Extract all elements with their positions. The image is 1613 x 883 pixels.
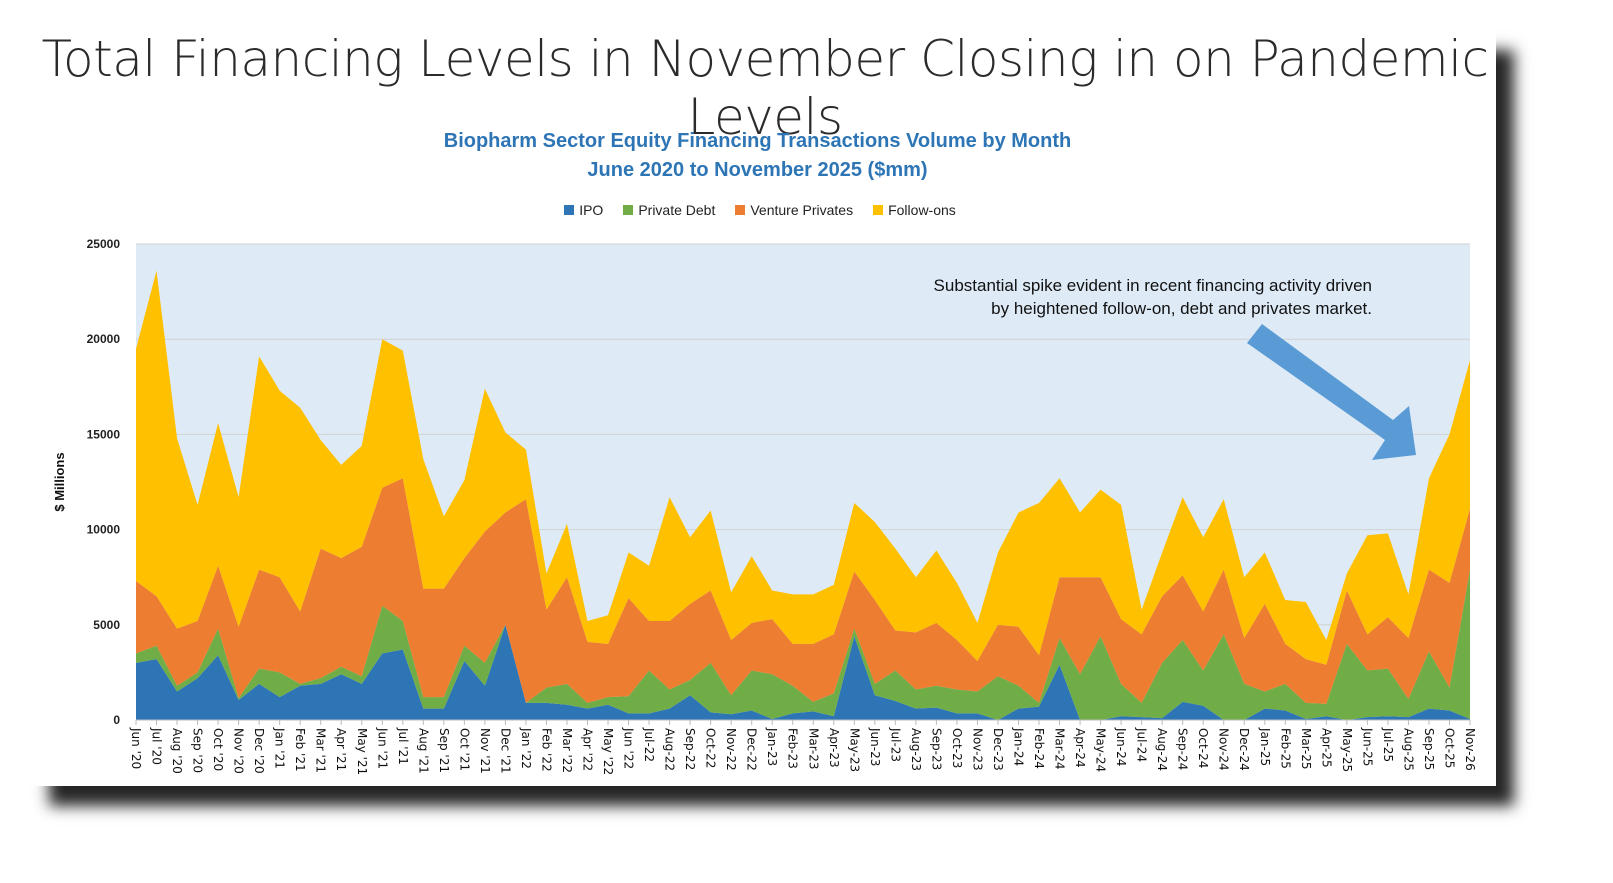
x-tick-label: Dec-22 <box>745 728 759 771</box>
x-tick-label: Oct-24 <box>1196 728 1210 768</box>
x-tick-label: Feb '22 <box>539 728 553 772</box>
x-tick-label: Apr '21 <box>334 728 348 771</box>
y-tick-label: 15000 <box>87 427 121 441</box>
y-tick-label: 20000 <box>87 332 121 346</box>
x-tick-label: Jun-23 <box>868 727 882 766</box>
x-tick-label: Jan-23 <box>765 727 779 766</box>
x-tick-label: Mar '21 <box>314 728 328 773</box>
x-tick-label: Aug-24 <box>1155 728 1169 771</box>
y-tick-label: 5000 <box>93 618 120 632</box>
area-venture-privates <box>136 478 1470 704</box>
area-ipo <box>136 624 1470 720</box>
legend-swatch <box>564 205 575 215</box>
annotation-line: by heightened follow-on, debt and privat… <box>991 299 1372 318</box>
x-tick-label: Nov-22 <box>724 728 738 771</box>
x-tick-label: Jul-22 <box>642 727 656 762</box>
chart-title: Biopharm Sector Equity Financing Transac… <box>443 130 1072 152</box>
x-tick-label: Oct-22 <box>704 728 718 768</box>
x-tick-label: Oct-25 <box>1442 728 1456 768</box>
x-tick-label: Aug '21 <box>416 728 430 774</box>
x-tick-label: May-24 <box>1094 728 1108 772</box>
x-tick-label: Aug-23 <box>909 728 923 771</box>
legend-swatch <box>873 205 884 215</box>
annotation: Substantial spike evident in recent fina… <box>840 274 1372 320</box>
x-tick-label: Jan '21 <box>273 727 287 769</box>
y-tick-label: 25000 <box>87 237 121 251</box>
legend-label: Private Debt <box>638 202 716 218</box>
x-tick-label: Jun-25 <box>1360 727 1374 766</box>
legend-item-ipo: IPO <box>564 202 603 218</box>
x-tick-label: Apr-23 <box>827 728 841 768</box>
x-tick-label: Oct '21 <box>457 728 471 771</box>
x-tick-label: Sep '21 <box>437 728 451 773</box>
y-tick-label: 0 <box>113 713 120 727</box>
annotation-line: Substantial spike evident in recent fina… <box>933 276 1372 295</box>
page-title: Total Financing Levels in November Closi… <box>41 30 1489 146</box>
x-tick-label: Feb-23 <box>786 728 800 769</box>
x-tick-label: Jul '20 <box>150 727 164 765</box>
x-tick-label: Mar-23 <box>806 728 820 769</box>
x-tick-label: Sep '20 <box>191 728 205 773</box>
y-axis-label: $ Millions <box>52 452 67 511</box>
x-tick-label: Feb '21 <box>293 728 307 772</box>
legend-item-venture-privates: Venture Privates <box>735 202 853 218</box>
x-tick-label: Jul-25 <box>1381 727 1395 762</box>
x-tick-label: Oct-23 <box>950 728 964 768</box>
y-tick-label: 10000 <box>87 523 121 537</box>
x-tick-label: Mar-25 <box>1299 728 1313 769</box>
x-tick-label: Dec-23 <box>991 728 1005 771</box>
area-follow-ons <box>136 270 1470 665</box>
legend-label: IPO <box>579 202 604 218</box>
x-tick-label: Jun '20 <box>129 727 143 769</box>
x-tick-label: May '21 <box>355 728 369 775</box>
x-tick-label: Dec '21 <box>498 728 512 774</box>
x-tick-label: Aug-22 <box>663 728 677 771</box>
x-tick-label: Apr '22 <box>581 728 595 771</box>
x-tick-label: Nov-23 <box>970 728 984 771</box>
x-tick-label: Jun '21 <box>375 727 389 769</box>
legend-item-private-debt: Private Debt <box>623 202 715 218</box>
x-tick-label: May '22 <box>601 728 615 775</box>
x-tick-label: Mar '22 <box>560 728 574 773</box>
x-tick-label: Dec '20 <box>252 728 266 774</box>
x-tick-label: Nov-24 <box>1217 728 1231 771</box>
x-tick-label: Feb-24 <box>1032 728 1046 769</box>
x-tick-label: Feb-25 <box>1278 728 1292 769</box>
area-private-debt <box>136 569 1470 720</box>
x-tick-label: Jul '21 <box>396 727 410 765</box>
legend-swatch <box>735 205 746 215</box>
x-tick-label: Nov-26 <box>1463 728 1477 771</box>
x-tick-label: Apr-24 <box>1073 728 1087 768</box>
x-tick-label: Jul-24 <box>1135 727 1149 762</box>
arrow-icon <box>1247 324 1416 460</box>
x-tick-label: Jan-24 <box>1011 727 1025 766</box>
x-tick-label: Jul-23 <box>888 727 902 762</box>
x-tick-label: Dec-24 <box>1237 728 1251 771</box>
x-tick-label: Nov '21 <box>478 728 492 774</box>
x-tick-label: May-25 <box>1340 728 1354 772</box>
x-tick-label: May-23 <box>847 728 861 772</box>
x-tick-label: Nov '20 <box>232 728 246 774</box>
chart-subtitle: June 2020 to November 2025 ($mm) <box>587 159 928 181</box>
x-tick-label: Sep-23 <box>929 728 943 770</box>
legend: IPO Private Debt Venture Privates Follow… <box>0 202 1520 218</box>
x-tick-label: Jan-25 <box>1258 727 1272 766</box>
x-tick-label: Oct '20 <box>211 728 225 771</box>
legend-swatch <box>623 205 634 215</box>
x-tick-label: Sep-25 <box>1422 728 1436 770</box>
legend-item-follow-ons: Follow-ons <box>873 202 956 218</box>
x-tick-label: Mar-24 <box>1053 728 1067 769</box>
x-tick-label: Jan '22 <box>519 727 533 769</box>
legend-label: Follow-ons <box>888 202 956 218</box>
x-tick-label: Jun '22 <box>622 727 636 769</box>
x-tick-label: Aug '20 <box>170 728 184 774</box>
x-tick-label: Apr-25 <box>1319 728 1333 768</box>
x-tick-label: Sep-24 <box>1176 728 1190 770</box>
x-tick-label: Aug-25 <box>1401 728 1415 771</box>
legend-label: Venture Privates <box>750 202 854 218</box>
x-tick-label: Jun-24 <box>1114 727 1128 766</box>
x-tick-label: Sep-22 <box>683 728 697 770</box>
